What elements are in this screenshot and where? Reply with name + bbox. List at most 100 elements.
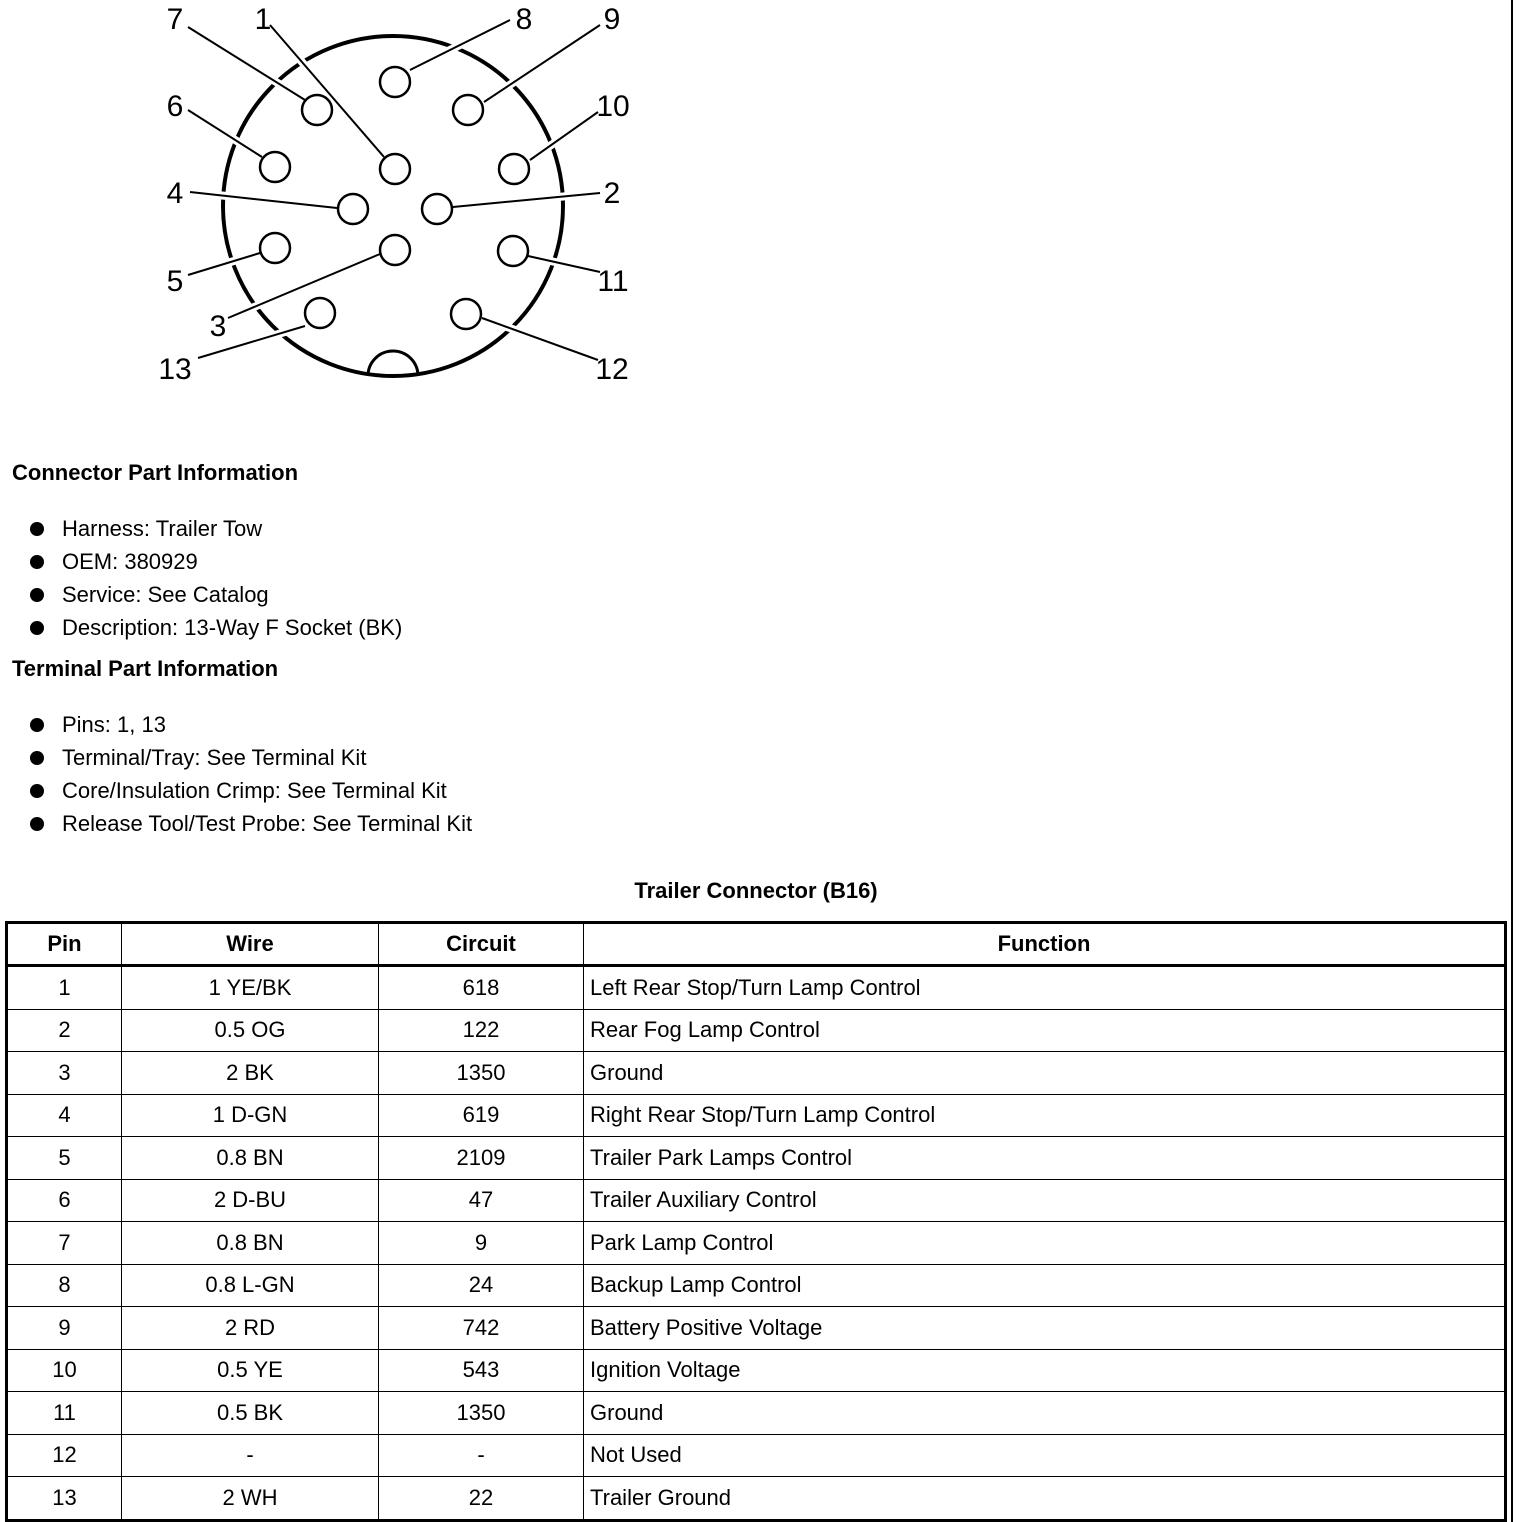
list-item-text: Service: See Catalog <box>62 582 269 607</box>
list-item: Description: 13-Way F Socket (BK) <box>0 611 402 644</box>
pin-leader-line <box>409 19 511 71</box>
cell-pin: 11 <box>6 1391 122 1435</box>
bullet-icon <box>30 555 44 569</box>
pin-leader-line <box>187 252 261 276</box>
cell-pin: 3 <box>6 1051 122 1095</box>
cell-wire: 0.8 L-GN <box>121 1263 379 1307</box>
cell-function: Park Lamp Control <box>583 1221 1506 1265</box>
cell-circuit: 1350 <box>378 1391 584 1435</box>
pin-socket-9 <box>451 93 485 127</box>
cell-wire: 1 YE/BK <box>121 965 379 1010</box>
connector-info-list: Harness: Trailer Tow OEM: 380929 Service: … <box>0 512 402 644</box>
bullet-icon <box>30 817 44 831</box>
pin-leader-line <box>269 24 385 158</box>
cell-function: Ground <box>583 1051 1506 1095</box>
cell-wire: 2 RD <box>121 1306 379 1350</box>
cell-function: Trailer Ground <box>583 1476 1506 1521</box>
header-pin: Pin <box>6 922 122 967</box>
list-item-text: Pins: 1, 13 <box>62 712 166 737</box>
table-row: 7 0.8 BN 9 Park Lamp Control <box>6 1221 1506 1265</box>
cell-pin: 7 <box>6 1221 122 1265</box>
bullet-icon <box>30 621 44 635</box>
list-item: Pins: 1, 13 <box>0 708 472 741</box>
connector-key-notch <box>366 349 420 377</box>
pin-label-3: 3 <box>210 310 227 343</box>
pin-leader-line <box>527 255 601 273</box>
cell-wire: 0.5 YE <box>121 1348 379 1392</box>
cell-function: Ignition Voltage <box>583 1348 1506 1392</box>
table-row: 12- - Not Used <box>6 1433 1506 1477</box>
pin-label-8: 8 <box>516 3 533 36</box>
list-item-text: Core/Insulation Crimp: See Terminal Kit <box>62 778 447 803</box>
table-row: 5 0.8 BN 2109 Trailer Park Lamps Control <box>6 1136 1506 1180</box>
pin-label-9: 9 <box>604 3 621 36</box>
connector-info-heading: Connector Part Information <box>12 460 299 485</box>
list-item-text: Description: 13-Way F Socket (BK) <box>62 615 403 640</box>
cell-circuit: 543 <box>378 1348 584 1392</box>
pin-socket-1 <box>378 152 412 186</box>
pin-label-7: 7 <box>167 3 184 36</box>
cell-circuit: 24 <box>378 1263 584 1307</box>
cell-pin: 12 <box>6 1433 122 1477</box>
cell-function: Ground <box>583 1391 1506 1435</box>
bullet-icon <box>30 522 44 536</box>
cell-wire: 0.8 BN <box>121 1136 379 1180</box>
cell-wire: 0.8 BN <box>121 1221 379 1265</box>
pin-socket-13 <box>303 296 337 330</box>
cell-wire: 2 BK <box>121 1051 379 1095</box>
table-row: 11 0.5 BK 1350 Ground <box>6 1391 1506 1435</box>
pin-socket-7 <box>300 93 334 127</box>
pin-label-5: 5 <box>167 265 184 298</box>
header-function: Function <box>583 922 1506 967</box>
list-item: Core/Insulation Crimp: See Terminal Kit <box>0 774 472 807</box>
cell-circuit: 122 <box>378 1008 584 1052</box>
bullet-icon <box>30 718 44 732</box>
pin-leader-line <box>452 192 601 208</box>
cell-pin: 9 <box>6 1306 122 1350</box>
pin-label-12: 12 <box>595 353 628 386</box>
pin-label-6: 6 <box>167 90 184 123</box>
cell-circuit: 1350 <box>378 1051 584 1095</box>
cell-wire: 2 D-BU <box>121 1178 379 1222</box>
pin-leader-line <box>197 325 306 359</box>
pin-socket-12 <box>449 297 483 331</box>
list-item: Terminal/Tray: See Terminal Kit <box>0 741 472 774</box>
bullet-icon <box>30 588 44 602</box>
pin-leader-line <box>483 24 601 103</box>
list-item-text: Release Tool/Test Probe: See Terminal Ki… <box>62 811 473 836</box>
cell-pin: 6 <box>6 1178 122 1222</box>
table-row: 10 0.5 YE 543 Ignition Voltage <box>6 1348 1506 1392</box>
pin-label-13: 13 <box>158 353 191 386</box>
table-caption: Trailer Connector (B16) <box>634 878 878 903</box>
pin-socket-4 <box>336 192 370 226</box>
cell-wire: 2 WH <box>121 1476 379 1521</box>
cell-function: Rear Fog Lamp Control <box>583 1008 1506 1052</box>
page-border-line <box>1511 0 1513 1522</box>
pin-leader-line <box>187 26 306 101</box>
cell-wire: 1 D-GN <box>121 1093 379 1137</box>
table-header-row: Pin Wire Circuit Function <box>6 922 1506 967</box>
pin-socket-11 <box>496 234 530 268</box>
cell-pin: 4 <box>6 1093 122 1137</box>
list-item-text: Harness: Trailer Tow <box>62 516 263 541</box>
list-item: Service: See Catalog <box>0 578 402 611</box>
cell-function: Trailer Park Lamps Control <box>583 1136 1506 1180</box>
pin-socket-8 <box>378 65 412 99</box>
pin-socket-3 <box>378 233 412 267</box>
pin-leader-line <box>187 109 263 158</box>
cell-circuit: 2109 <box>378 1136 584 1180</box>
cell-function: Battery Positive Voltage <box>583 1306 1506 1350</box>
cell-function: Not Used <box>583 1433 1506 1477</box>
cell-circuit: 618 <box>378 965 584 1010</box>
connector-outline <box>221 34 565 378</box>
table-row: 8 0.8 L-GN 24 Backup Lamp Control <box>6 1263 1506 1307</box>
cell-circuit: 22 <box>378 1476 584 1521</box>
table-row: 13 2 WH 22 Trailer Ground <box>6 1476 1506 1521</box>
cell-circuit: 47 <box>378 1178 584 1222</box>
cell-pin: 10 <box>6 1348 122 1392</box>
cell-circuit: 742 <box>378 1306 584 1350</box>
